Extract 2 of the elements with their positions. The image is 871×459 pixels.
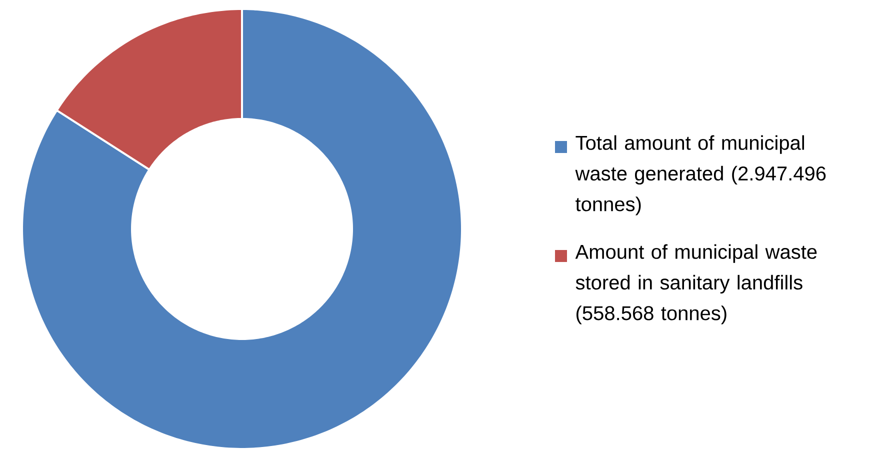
legend-label: Amount of municipal waste stored in sanitary landfills (558.568 tonnes) (575, 244, 817, 324)
legend-label: Total amount of municipal waste generated (2.947.496 tonnes) (575, 135, 826, 216)
